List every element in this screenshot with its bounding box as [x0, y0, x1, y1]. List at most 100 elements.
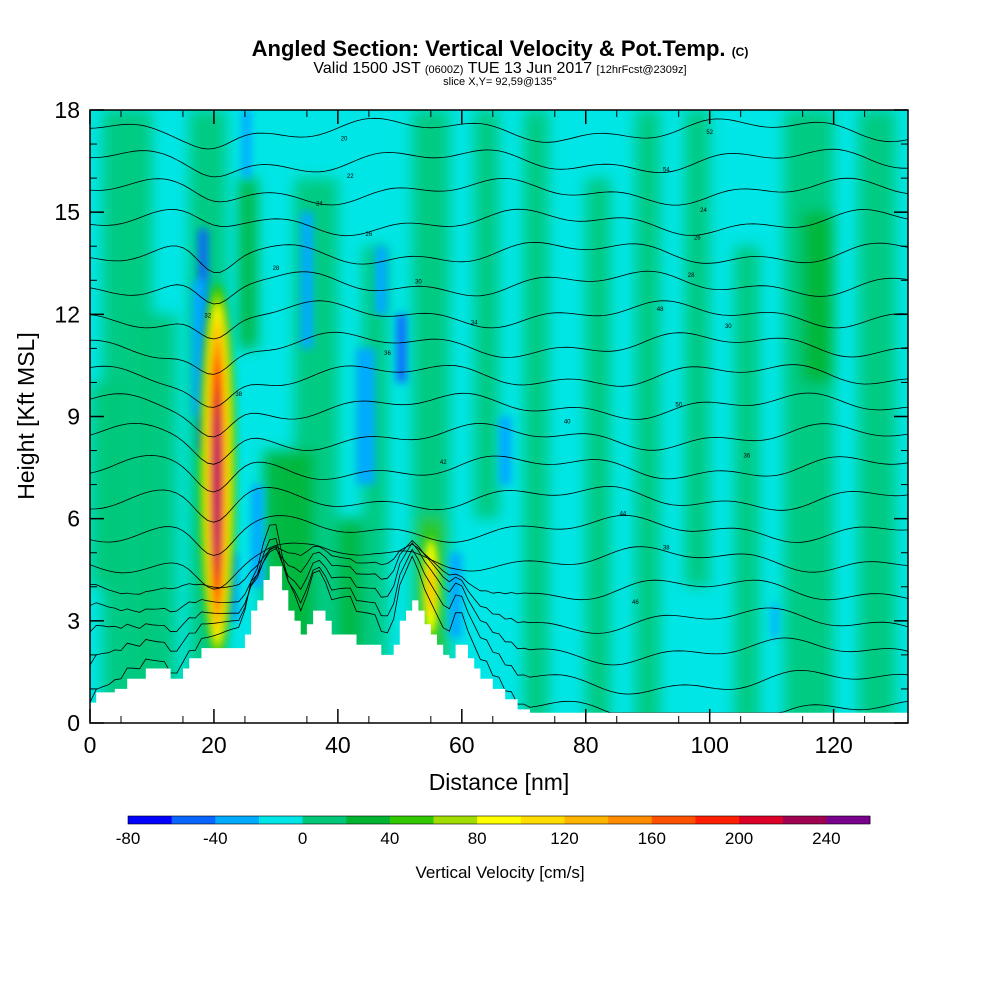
- colorbar-segment: [346, 816, 391, 824]
- chart-title: Angled Section: Vertical Velocity & Pot.…: [251, 36, 749, 61]
- colorbar-segment: [739, 816, 784, 824]
- theta-label: 28: [273, 266, 280, 272]
- theta-contour-line: [90, 542, 908, 590]
- theta-label: 42: [440, 460, 447, 466]
- theta-label: 30: [725, 324, 732, 330]
- colorbar-tick-label: 80: [468, 829, 487, 848]
- colorbar-tick-label: -40: [203, 829, 228, 848]
- y-tick-label: 3: [67, 608, 80, 634]
- theta-label: 24: [316, 201, 323, 207]
- theta-contour-line: [90, 364, 908, 408]
- theta-label: 54: [663, 167, 670, 173]
- theta-contour-line: [90, 539, 908, 634]
- theta-label: 36: [744, 453, 751, 459]
- y-tick-label: 15: [54, 199, 80, 225]
- y-tick-label: 6: [67, 506, 80, 532]
- theta-label: 34: [471, 321, 478, 327]
- x-tick-label: 60: [449, 732, 475, 758]
- theta-contour-line: [90, 514, 908, 556]
- colorbar-frame: [127, 815, 871, 825]
- colorbar-segment: [520, 816, 565, 824]
- colorbar-label: Vertical Velocity [cm/s]: [415, 863, 585, 882]
- x-tick-label: 100: [691, 732, 729, 758]
- weak-updraft-streak: [139, 314, 177, 723]
- colorbar-tick-label: -80: [116, 829, 141, 848]
- colorbar-segment: [128, 816, 173, 824]
- colorbar-tick-label: 240: [812, 829, 840, 848]
- downdraft-streak: [241, 110, 252, 179]
- theta-contour-line: [90, 422, 908, 465]
- x-tick-label: 0: [84, 732, 97, 758]
- y-tick-label: 9: [67, 404, 80, 430]
- theta-contour-line: [90, 177, 908, 206]
- colorbar-tick-label: 120: [550, 829, 578, 848]
- theta-contour-line: [90, 543, 908, 601]
- theta-label: 44: [620, 511, 627, 517]
- terrain: [90, 566, 908, 723]
- downdraft-streak: [499, 416, 512, 485]
- weak-updraft-streak: [684, 110, 710, 587]
- x-tick-label: 20: [201, 732, 227, 758]
- weak-updraft-streak: [474, 110, 499, 519]
- theta-contour-line: [90, 208, 908, 237]
- downdraft-streak: [356, 348, 376, 485]
- theta-contour-labels: 20 22 24 26 28 30 32 34 36 38 40 42 44 46 48 50 52 54 24 26…: [204, 130, 750, 606]
- weak-updraft-streak: [802, 212, 834, 383]
- colorbar: -80 -40 0 40 80 120 160 200 240: [116, 815, 871, 848]
- weak-updraft-streak: [734, 246, 760, 723]
- y-tick-label: 18: [54, 97, 80, 123]
- theta-contour-line: [90, 241, 908, 273]
- theta-label: 26: [366, 232, 373, 238]
- weak-updraft-streak: [784, 110, 834, 723]
- theta-label: 48: [657, 307, 664, 313]
- colorbar-segment: [215, 816, 260, 824]
- colorbar-segment: [651, 816, 696, 824]
- secondary-updraft-core: [427, 559, 435, 615]
- downdraft-streak: [375, 246, 388, 315]
- theta-label: 30: [415, 280, 422, 286]
- colorbar-tick-label: 0: [298, 829, 307, 848]
- x-tick-label: 80: [573, 732, 599, 758]
- theta-label: 32: [204, 314, 211, 320]
- y-tick-label: 0: [67, 710, 80, 736]
- colorbar-tick-label: 200: [725, 829, 753, 848]
- theta-contour-line: [90, 538, 908, 695]
- theta-label: 38: [235, 392, 242, 398]
- y-tick-label: 12: [54, 301, 80, 327]
- x-tick-label: 120: [814, 732, 852, 758]
- colorbar-segment: [258, 816, 303, 824]
- x-tick-label: 40: [325, 732, 351, 758]
- colorbar-segment: [564, 816, 609, 824]
- theta-contour-line: [90, 270, 908, 305]
- theta-label: 38: [663, 545, 670, 551]
- colorbar-segment: [608, 816, 653, 824]
- theta-contour-line: [90, 542, 908, 666]
- theta-contour-line: [90, 454, 908, 493]
- colorbar-segment: [433, 816, 478, 824]
- colorbar-tick-label: 160: [638, 829, 666, 848]
- weak-updraft-streak: [585, 178, 611, 723]
- x-axis: 0 20 40 60 80 100 120: [84, 110, 866, 758]
- x-axis-label: Distance [nm]: [429, 769, 570, 795]
- colorbar-segment: [171, 816, 216, 824]
- theta-contour-line: [90, 117, 908, 150]
- y-axis-label: Height [Kft MSL]: [13, 332, 39, 499]
- downdraft-streak: [396, 314, 407, 383]
- colorbar-segment: [302, 816, 347, 824]
- colorbar-tick-label: 40: [380, 829, 399, 848]
- colorbar-segment: [826, 816, 871, 824]
- theta-label: 50: [675, 402, 682, 408]
- theta-label: 46: [632, 600, 639, 606]
- weak-updraft-streak: [238, 178, 258, 349]
- theta-contour-line: [90, 485, 908, 523]
- weak-updraft-streak: [523, 110, 549, 723]
- theta-contour-line: [90, 148, 908, 178]
- weak-updraft-streak: [858, 110, 896, 723]
- chart-subtitle: Valid 1500 JST (0600Z) TUE 13 Jun 2017 […: [313, 60, 687, 77]
- downdraft-streak: [251, 484, 264, 587]
- theta-label: 24: [700, 208, 707, 214]
- updraft-level: [214, 412, 219, 563]
- downdraft-streak: [771, 603, 778, 638]
